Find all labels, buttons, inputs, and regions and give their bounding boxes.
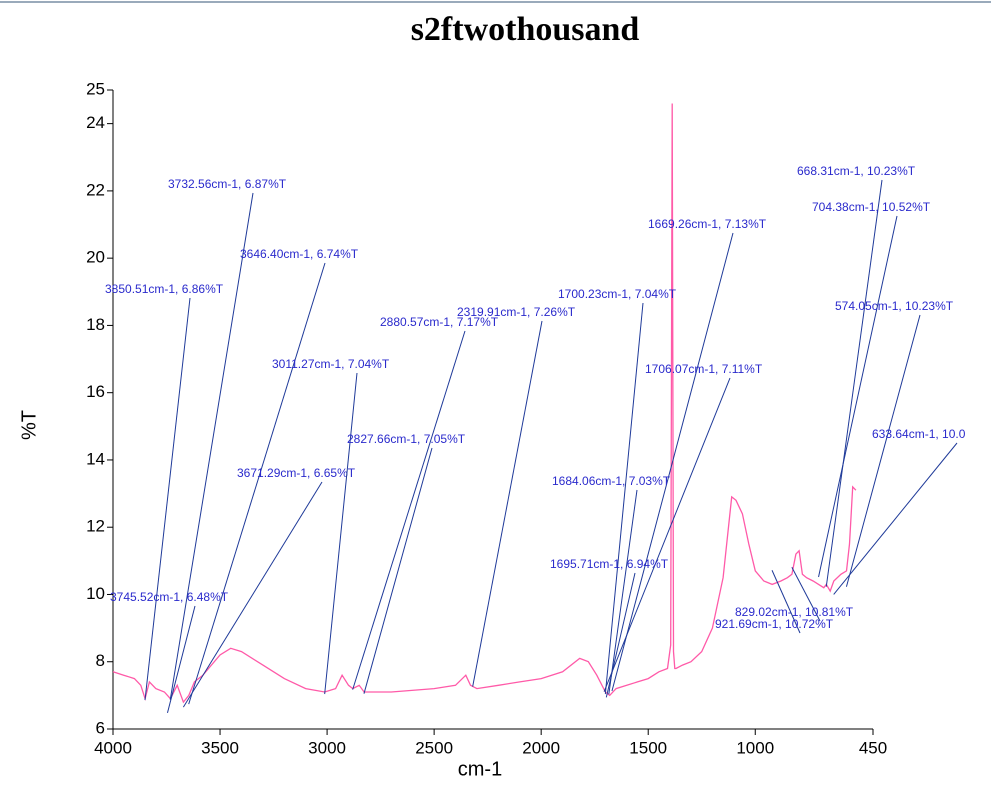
annotation-label: 3646.40cm-1, 6.74%T — [240, 247, 359, 261]
y-tick-label: 8 — [96, 651, 105, 670]
annotation-label: 2319.91cm-1, 7.26%T — [457, 305, 576, 319]
annotation-leader — [845, 314, 921, 587]
annotation-label: 3850.51cm-1, 6.86%T — [105, 282, 224, 296]
x-tick-label: 2500 — [415, 738, 453, 757]
annotation-label: 921.69cm-1, 10.72%T — [715, 617, 834, 631]
y-tick-label: 14 — [86, 449, 105, 468]
y-tick-label: 20 — [86, 248, 105, 267]
y-tick-label: 18 — [86, 315, 105, 334]
y-tick-label: 24 — [86, 113, 105, 132]
annotation-label: 574.05cm-1, 10.23%T — [835, 299, 954, 313]
annotation-label: 633.64cm-1, 10.0 — [872, 427, 966, 441]
annotation-leader — [604, 302, 644, 695]
annotation-label: 1669.26cm-1, 7.13%T — [648, 217, 767, 231]
annotation-leader — [818, 215, 898, 578]
annotation-leader — [611, 232, 734, 692]
annotation-leader — [608, 489, 638, 695]
annotation-leader — [791, 567, 821, 622]
annotation-leader — [833, 442, 958, 595]
annotation-leader — [352, 330, 466, 690]
annotation-leader — [182, 481, 323, 708]
x-tick-label: 3000 — [308, 738, 346, 757]
annotation-label: 668.31cm-1, 10.23%T — [797, 164, 916, 178]
y-tick-label: 12 — [86, 517, 105, 536]
annotation-label: 1695.71cm-1, 6.94%T — [550, 557, 669, 571]
annotation-leader — [825, 179, 883, 587]
spectrum-line — [112, 103, 857, 704]
annotation-leader — [324, 372, 358, 695]
annotation-leader — [603, 377, 731, 692]
x-tick-label: 2000 — [522, 738, 560, 757]
annotation-label: 3732.56cm-1, 6.87%T — [168, 177, 287, 191]
y-tick-label: 22 — [86, 180, 105, 199]
y-tick-label: 25 — [86, 79, 105, 98]
annotation-leader — [605, 572, 636, 698]
y-axis-label: %T — [18, 410, 40, 440]
x-axis-label: cm-1 — [458, 758, 502, 780]
annotation-label: 704.38cm-1, 10.52%T — [812, 200, 931, 214]
annotation-label: 1700.23cm-1, 7.04%T — [558, 287, 677, 301]
annotation-label: 1706.07cm-1, 7.11%T — [645, 362, 763, 376]
y-tick-label: 16 — [86, 382, 105, 401]
x-tick-label: 1500 — [629, 738, 667, 757]
annotation-label: 2880.57cm-1, 7.17%T — [380, 315, 499, 329]
annotation-label: 3745.52cm-1, 6.48%T — [110, 590, 229, 604]
x-tick-label: 450 — [859, 738, 887, 757]
annotation-leader — [472, 320, 543, 687]
annotation-leader — [188, 262, 326, 705]
x-tick-label: 1000 — [736, 738, 774, 757]
annotation-label: 2827.66cm-1, 7.05%T — [347, 432, 466, 446]
x-tick-label: 4000 — [94, 738, 132, 757]
y-tick-label: 6 — [96, 718, 105, 737]
chart-title: s2ftwothousand — [411, 11, 640, 48]
annotation-label: 829.02cm-1, 10.81%T — [735, 605, 854, 619]
annotation-leader — [363, 447, 433, 694]
x-tick-label: 3500 — [201, 738, 239, 757]
annotation-leader — [771, 570, 801, 634]
annotation-label: 1684.06cm-1, 7.03%T — [552, 474, 671, 488]
annotation-label: 3671.29cm-1, 6.65%T — [237, 466, 356, 480]
annotation-leader — [144, 297, 191, 701]
annotation-leader — [166, 605, 196, 713]
annotation-label: 3011.27cm-1, 7.04%T — [272, 357, 390, 371]
annotation-leader — [169, 192, 254, 700]
y-tick-label: 10 — [86, 584, 105, 603]
